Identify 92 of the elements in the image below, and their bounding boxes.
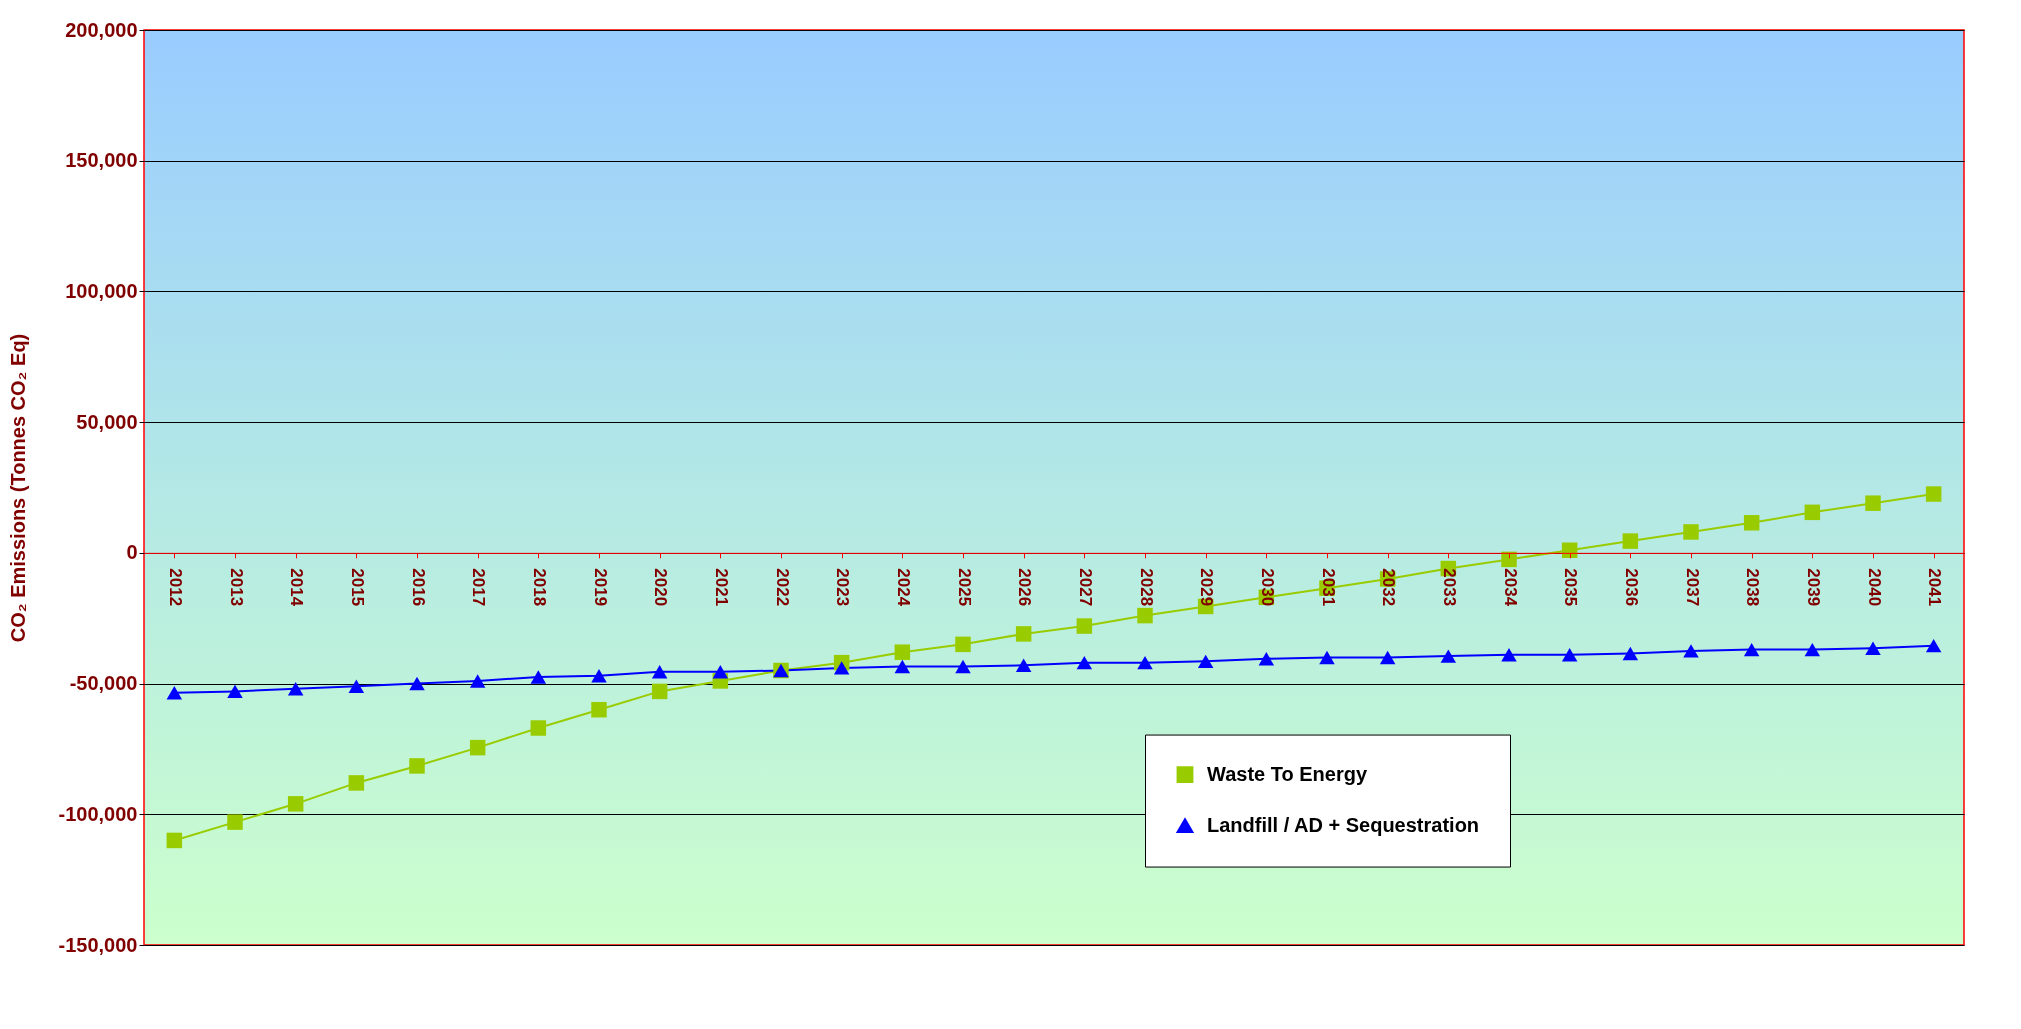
x-tick-label: 2033	[1439, 568, 1459, 607]
point	[1743, 515, 1760, 531]
point	[1440, 649, 1457, 663]
x-tick-label: 2019	[590, 568, 610, 607]
point	[712, 665, 729, 679]
point	[1743, 642, 1760, 657]
point	[1319, 650, 1335, 665]
x-tick-label: 2030	[1257, 568, 1277, 607]
x-tick-label: 2041	[1925, 568, 1945, 607]
point	[530, 670, 547, 684]
point	[227, 684, 243, 699]
x-tick-label: 2031	[1318, 568, 1338, 607]
x-tick-label: 2021	[711, 568, 731, 607]
point	[1076, 618, 1093, 634]
point	[166, 832, 183, 849]
x-tick-label: 2040	[1864, 568, 1884, 607]
y-tick-label: 100,000	[65, 279, 138, 302]
point	[1925, 486, 1942, 502]
point	[1501, 648, 1517, 662]
point	[651, 665, 668, 679]
point	[409, 758, 425, 774]
y-axis-title: CO₂ Emissions (Tonnes CO₂ Eq)	[6, 333, 29, 643]
x-tick-label: 2027	[1075, 568, 1095, 607]
point	[1379, 650, 1396, 665]
point	[955, 659, 971, 674]
point	[166, 686, 183, 700]
point	[591, 669, 607, 683]
x-tick-label: 2038	[1743, 568, 1763, 607]
point	[1622, 646, 1639, 661]
point	[1865, 641, 1881, 655]
point	[1925, 638, 1942, 653]
y-tick-label: 50,000	[76, 410, 138, 433]
x-tick-label: 2037	[1682, 568, 1702, 607]
x-tick-label: 2022	[772, 568, 792, 607]
point	[1561, 648, 1578, 662]
point	[1865, 495, 1881, 511]
point	[1015, 626, 1032, 642]
x-tick-label: 2016	[408, 568, 428, 607]
point	[530, 720, 547, 736]
point	[1683, 524, 1699, 540]
x-tick-label: 2025	[954, 568, 974, 607]
x-tick-label: 2014	[287, 568, 307, 607]
x-tick-label: 2018	[529, 568, 549, 607]
point	[1197, 654, 1214, 669]
x-tick-label: 2035	[1561, 568, 1581, 607]
y-tick-label: 0	[126, 541, 138, 564]
x-tick-label: 2017	[469, 568, 489, 607]
legend-label: Waste To Energy	[1207, 762, 1368, 785]
point	[1683, 644, 1699, 658]
point	[469, 674, 486, 688]
point	[833, 661, 850, 675]
point	[287, 796, 304, 812]
point	[1137, 607, 1153, 624]
point	[1137, 655, 1153, 670]
y-tick-label: 200,000	[65, 18, 138, 41]
x-tick-label: 2023	[833, 568, 853, 607]
x-tick-label: 2029	[1197, 568, 1217, 607]
point	[348, 679, 365, 693]
x-tick-label: 2015	[347, 568, 367, 607]
x-tick-label: 2026	[1015, 568, 1035, 607]
point	[1258, 652, 1275, 666]
x-tick-label: 2039	[1803, 568, 1823, 607]
y-tick-label: 150,000	[65, 149, 138, 172]
y-tick-label: -50,000	[69, 672, 138, 695]
point	[894, 644, 911, 660]
point	[348, 775, 365, 791]
point	[894, 659, 911, 674]
point	[1804, 504, 1821, 521]
point	[1076, 655, 1093, 670]
x-tick-label: 2028	[1136, 568, 1156, 607]
x-tick-label: 2020	[651, 568, 671, 607]
x-tick-label: 2013	[226, 568, 246, 607]
x-tick-label: 2036	[1621, 568, 1641, 607]
point	[409, 676, 425, 691]
y-tick-label: -150,000	[58, 933, 138, 956]
x-tick-label: 2012	[165, 568, 185, 607]
point	[1015, 658, 1032, 672]
x-tick-label: 2032	[1379, 568, 1399, 607]
point	[1804, 642, 1821, 657]
point	[287, 682, 304, 696]
y-tick-label: -100,000	[58, 802, 138, 825]
point	[469, 739, 486, 756]
legend-label: Landfill / AD + Sequestration	[1207, 813, 1480, 836]
x-tick-label: 2034	[1500, 568, 1520, 607]
point	[1622, 533, 1639, 549]
point	[1561, 542, 1578, 558]
point	[955, 636, 971, 653]
point	[1501, 551, 1517, 568]
point	[591, 701, 607, 718]
point	[651, 683, 668, 700]
point	[227, 814, 243, 830]
x-tick-label: 2024	[893, 568, 913, 607]
